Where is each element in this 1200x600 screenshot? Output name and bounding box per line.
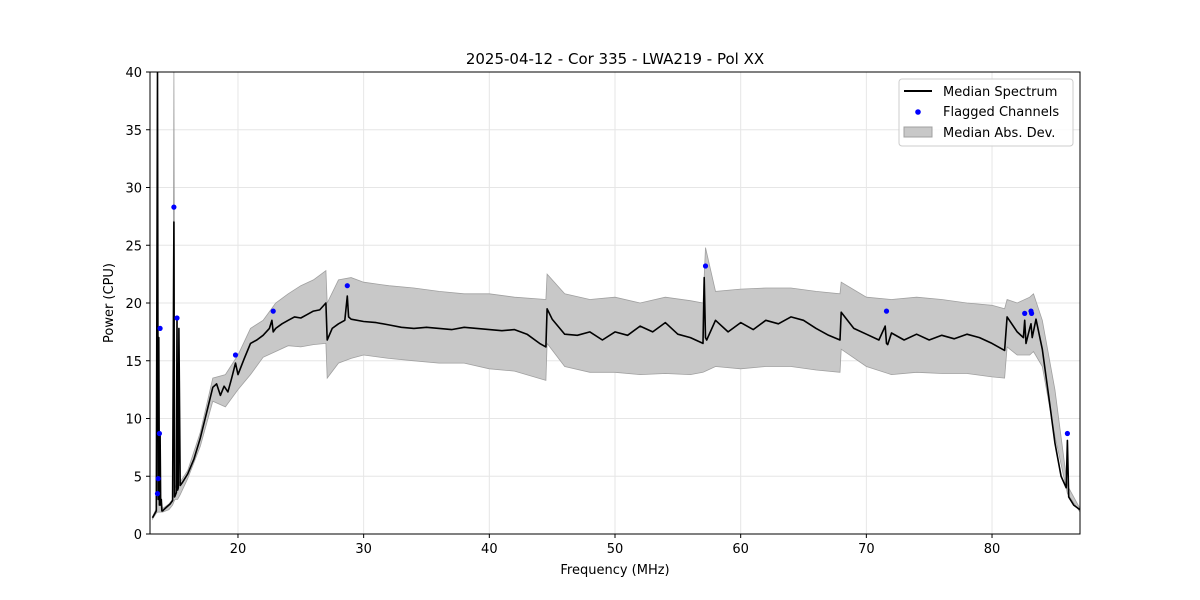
flagged-channel-point: [1029, 310, 1035, 316]
x-tick-label: 50: [607, 542, 624, 557]
x-tick-label: 80: [984, 542, 1001, 557]
y-tick-label: 20: [125, 297, 142, 312]
legend: Median Spectrum Flagged Channels Median …: [898, 78, 1074, 147]
flagged-channel-point: [171, 204, 177, 210]
y-tick-label: 10: [125, 413, 142, 428]
legend-mad-label: Median Abs. Dev.: [943, 126, 1055, 141]
y-tick-label: 35: [125, 124, 142, 139]
legend-median-label: Median Spectrum: [943, 85, 1057, 100]
flagged-channel-point: [1064, 430, 1070, 437]
flagged-channel-point: [702, 263, 709, 269]
median-spectrum-line: [151, 72, 1080, 519]
median-abs-dev-band: [152, 72, 1080, 521]
chart-title: 2025-04-12 - Cor 335 - LWA219 - Pol XX: [466, 50, 764, 68]
legend-flagged-label: Flagged Channels: [943, 105, 1059, 120]
plot-area: [151, 72, 1080, 521]
flagged-channel-point: [174, 315, 180, 321]
x-axis-label: Frequency (MHz): [560, 563, 669, 578]
y-tick-label: 15: [125, 355, 142, 370]
flagged-channel-point: [155, 476, 161, 482]
x-tick-label: 70: [858, 542, 875, 557]
flagged-channel-point: [157, 325, 163, 331]
flagged-channel-point: [883, 308, 890, 314]
x-tick-label: 40: [481, 542, 498, 557]
flagged-channel-point: [154, 491, 161, 497]
flagged-channel-point: [270, 308, 276, 314]
plot-series: [151, 72, 1080, 521]
legend-flagged-swatch: [915, 109, 921, 115]
x-tick-label: 30: [355, 542, 372, 557]
y-tick-label: 5: [134, 470, 142, 485]
flagged-channel-point: [232, 352, 239, 358]
legend-box: [898, 78, 1074, 147]
y-tick-label: 0: [134, 528, 142, 543]
x-tick-label: 60: [732, 542, 749, 557]
y-tick-label: 40: [125, 66, 142, 81]
y-axis-label: Power (CPU): [102, 263, 117, 343]
flagged-channel-point: [1022, 310, 1028, 316]
axis-ticks: 20 30 40 50 60 70 80 0 5 10 15 20 25 30 35 40: [125, 66, 1000, 557]
y-tick-label: 30: [125, 182, 142, 197]
x-tick-label: 20: [230, 542, 247, 557]
flagged-channel-point: [344, 283, 350, 289]
legend-mad-swatch: [903, 126, 933, 138]
flagged-channel-point: [156, 430, 162, 437]
y-tick-label: 25: [125, 239, 142, 254]
